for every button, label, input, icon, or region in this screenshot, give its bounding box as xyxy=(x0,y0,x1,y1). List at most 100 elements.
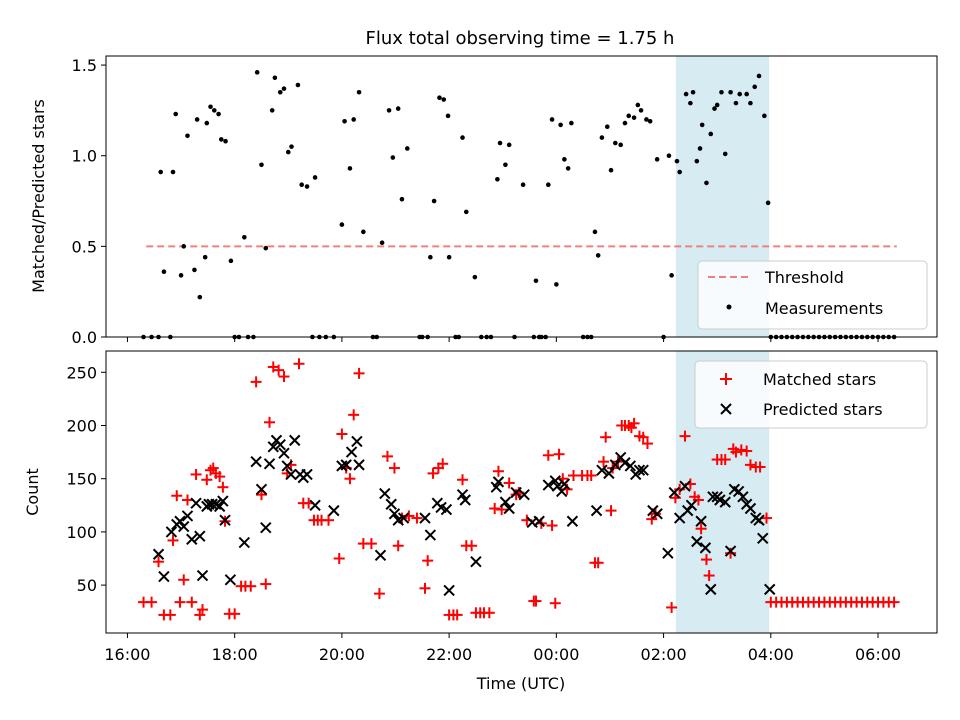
measurement-point xyxy=(497,140,503,146)
matched-point xyxy=(422,555,434,567)
matched-point xyxy=(679,430,691,442)
matched-point xyxy=(600,431,612,443)
measurement-point xyxy=(737,91,743,97)
matched-point xyxy=(419,582,431,594)
predicted-point-b xyxy=(345,446,358,458)
predicted-point xyxy=(385,498,397,510)
measurement-point xyxy=(428,254,433,260)
measurement-point xyxy=(638,108,644,113)
matched-point xyxy=(322,514,334,526)
matched-point xyxy=(260,578,272,590)
predicted-point-b xyxy=(152,548,165,560)
predicted-point xyxy=(353,459,365,471)
measurement-point xyxy=(756,73,762,79)
bottom-y-axis-label: Count xyxy=(23,468,42,516)
matched-point xyxy=(744,459,756,471)
matched-point xyxy=(190,468,202,480)
predicted-point xyxy=(685,499,698,512)
top-legend: Threshold Measurements xyxy=(697,260,928,330)
matched-point xyxy=(197,604,209,616)
predicted-point-b xyxy=(566,515,579,527)
measurement-point xyxy=(699,122,705,128)
predicted-point xyxy=(340,459,352,471)
predicted-point xyxy=(757,532,769,544)
matched-point xyxy=(171,490,183,502)
predicted-point-b xyxy=(764,583,776,596)
predicted-point xyxy=(224,574,237,586)
matched-point xyxy=(695,523,707,535)
matched-point xyxy=(492,465,504,477)
bottom-x-tick-label: 16:00 xyxy=(104,645,150,664)
measurement-point xyxy=(446,254,452,260)
measurement-point xyxy=(626,113,632,119)
predicted-point-b xyxy=(267,441,279,453)
matched-point xyxy=(674,483,686,495)
matched-point xyxy=(388,462,400,474)
measurement-point xyxy=(158,169,163,175)
measurement-point xyxy=(708,131,714,137)
matched-point xyxy=(201,474,213,486)
measurement-point xyxy=(192,267,197,273)
measurement-legend-label: Measurements xyxy=(765,299,883,318)
predicted-point xyxy=(719,496,731,508)
matched-point xyxy=(692,494,704,506)
measurement-point xyxy=(269,108,275,113)
bottom-y-tick-label: 100 xyxy=(66,523,97,542)
measurement-point xyxy=(178,273,184,278)
matched-points xyxy=(138,358,900,621)
predicted-point xyxy=(724,545,737,557)
predicted-point-b xyxy=(542,479,555,491)
predicted-point-b xyxy=(603,467,615,480)
bottom-x-tick-label: 04:00 xyxy=(748,645,794,664)
predicted-point-b xyxy=(744,502,757,515)
predicted-point xyxy=(440,503,453,516)
predicted-point xyxy=(263,458,276,470)
predicted-point xyxy=(309,499,321,512)
measurement-point xyxy=(744,91,749,97)
predicted-point xyxy=(681,504,694,517)
top-y-tick-label: 0.0 xyxy=(72,328,97,347)
measurement-point xyxy=(437,95,442,100)
measurement-point xyxy=(197,294,203,300)
measurement-point xyxy=(592,229,598,235)
matched-point xyxy=(466,540,478,552)
bottom-x-tick-label: 02:00 xyxy=(641,645,687,664)
predicted-point xyxy=(285,468,297,481)
measurement-point xyxy=(569,120,574,126)
top-legend-box xyxy=(697,260,928,330)
matched-point xyxy=(503,477,515,489)
predicted-point-b xyxy=(210,498,222,510)
predicted-point-b xyxy=(289,434,301,447)
matched-point xyxy=(605,505,617,517)
predicted-point xyxy=(619,457,631,469)
predicted-point-b xyxy=(174,515,186,527)
predicted-point xyxy=(260,521,272,534)
matched-point xyxy=(181,494,193,506)
measurement-point xyxy=(295,82,301,88)
predicted-point xyxy=(499,496,512,508)
matched-point xyxy=(255,489,267,501)
predicted-point-b xyxy=(596,464,608,476)
predicted-point xyxy=(255,483,268,496)
top-y-tick-label: 0.5 xyxy=(72,237,97,256)
measurement-point xyxy=(194,117,200,122)
predicted-point xyxy=(178,520,190,533)
measurement-point xyxy=(285,149,291,155)
predicted-point xyxy=(764,583,776,596)
predicted-point xyxy=(737,491,749,503)
predicted-point xyxy=(518,488,530,501)
predicted-point-b xyxy=(624,460,637,472)
predicted-point xyxy=(510,486,522,499)
matched-point xyxy=(542,449,554,461)
matched-legend-swatch xyxy=(720,373,732,385)
predicted-point-b xyxy=(178,520,190,533)
predicted-point-b xyxy=(186,533,198,546)
matched-point xyxy=(250,376,262,388)
predicted-point-b xyxy=(651,508,663,520)
measurement-point xyxy=(728,89,733,95)
measurement-point xyxy=(356,89,362,95)
matched-point xyxy=(273,364,285,376)
predicted-point xyxy=(424,529,437,541)
